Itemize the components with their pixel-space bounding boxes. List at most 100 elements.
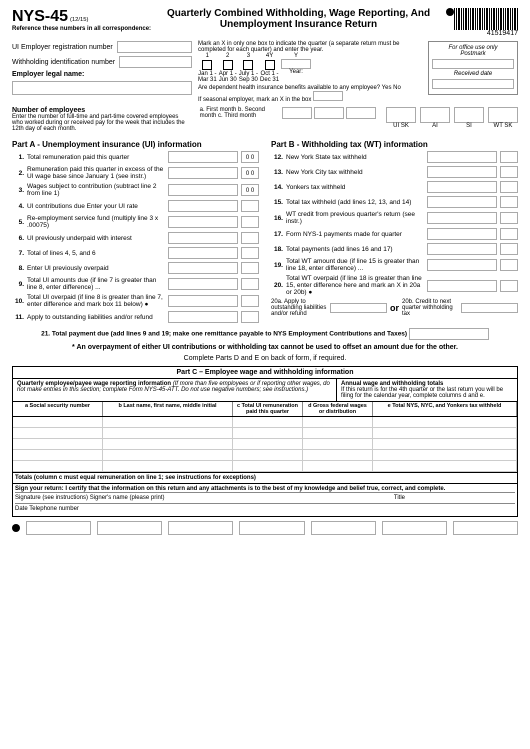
amount-input[interactable]: [168, 184, 238, 196]
month1-input[interactable]: [282, 107, 312, 119]
header: NYS-45 (12/15) Reference these numbers i…: [12, 8, 518, 37]
partc-info-left: Quarterly employee/payee wage reporting …: [13, 379, 337, 401]
year-input[interactable]: [281, 59, 311, 69]
l20b: 20b. Credit to next quarter withholding …: [402, 299, 458, 317]
form-page: NYS-45 (12/15) Reference these numbers i…: [0, 0, 530, 543]
dec-input[interactable]: [241, 295, 259, 307]
dec-input[interactable]: [500, 196, 518, 208]
uireg-input[interactable]: [117, 41, 192, 53]
amount-input[interactable]: [427, 280, 497, 292]
barcode-block: 41519417: [454, 8, 518, 37]
month3-input[interactable]: [346, 107, 376, 119]
amount-input[interactable]: [168, 247, 238, 259]
amount-input[interactable]: [168, 200, 238, 212]
seasonal-text: If seasonal employer, mark an X in the b…: [198, 91, 422, 103]
dot-icon: [446, 8, 454, 16]
withid-input[interactable]: [119, 56, 192, 68]
parts-ab: Part A - Unemployment insurance (UI) inf…: [12, 136, 518, 326]
l21-input[interactable]: [409, 328, 489, 340]
amount-input[interactable]: [427, 212, 497, 224]
office-block: For office use only Postmark Received da…: [428, 41, 518, 103]
form-id-block: NYS-45 (12/15) Reference these numbers i…: [12, 8, 151, 32]
table-row[interactable]: [13, 439, 517, 450]
form-line: 6.UI previously underpaid with interest: [12, 232, 259, 244]
form-line: 14.Yonkers tax withheld: [271, 181, 518, 193]
btm-input[interactable]: [311, 521, 376, 535]
amount-input[interactable]: [168, 151, 238, 163]
month2-input[interactable]: [314, 107, 344, 119]
q3-checkbox[interactable]: [243, 60, 253, 70]
amount-input[interactable]: [168, 262, 238, 274]
form-line: 4.UI contributions due Enter your UI rat…: [12, 200, 259, 212]
form-line: 12.New York State tax withheld: [271, 151, 518, 163]
amount-input[interactable]: [427, 259, 497, 271]
form-title: Quarterly Combined Withholding, Wage Rep…: [151, 8, 446, 30]
date-label: Date Telephone number: [15, 506, 79, 512]
form-line: 13.New York City tax withheld: [271, 166, 518, 178]
amount-input[interactable]: [168, 232, 238, 244]
dec-input[interactable]: [500, 212, 518, 224]
seasonal-checkbox[interactable]: [313, 91, 343, 101]
title-label: Title: [394, 495, 405, 501]
legal-label: Employer legal name:: [12, 71, 84, 78]
btm-input[interactable]: [239, 521, 304, 535]
amount-input[interactable]: [427, 196, 497, 208]
dec-input[interactable]: [500, 280, 518, 292]
amount-input[interactable]: [168, 311, 238, 323]
btm-input[interactable]: [382, 521, 447, 535]
emp-txt: Enter the number of full-time and part-t…: [12, 114, 185, 132]
form-line: 19.Total WT amount due (if line 15 is gr…: [271, 258, 518, 272]
form-line: 15.Total tax withheld (add lines 12, 13,…: [271, 196, 518, 208]
l20a-checkbox[interactable]: [330, 303, 388, 313]
legal-input[interactable]: [12, 81, 192, 95]
recv-box: [432, 79, 514, 89]
amount-input[interactable]: [427, 243, 497, 255]
table-row[interactable]: [13, 461, 517, 472]
btm-input[interactable]: [168, 521, 233, 535]
amount-input[interactable]: [168, 167, 238, 179]
emp-hdr: Number of employees: [12, 107, 85, 114]
postmark-box: [432, 59, 514, 69]
dec-input[interactable]: [241, 216, 259, 228]
amount-input[interactable]: [427, 166, 497, 178]
dec-input[interactable]: [241, 262, 259, 274]
amount-input[interactable]: [168, 295, 238, 307]
btm-input[interactable]: [26, 521, 91, 535]
form-line: 16.WT credit from previous quarter's ret…: [271, 211, 518, 225]
amount-input[interactable]: [427, 181, 497, 193]
id-fields: UI Employer registration number Withhold…: [12, 41, 192, 103]
form-line: 10.Total UI overpaid (if line 8 is great…: [12, 294, 259, 308]
dec-input[interactable]: [241, 232, 259, 244]
q2-checkbox[interactable]: [223, 60, 233, 70]
dec-input[interactable]: [241, 278, 259, 290]
dec-input[interactable]: [241, 200, 259, 212]
dec-input[interactable]: [500, 259, 518, 271]
dec-input[interactable]: [500, 166, 518, 178]
dec-input[interactable]: [500, 243, 518, 255]
l20b-checkbox[interactable]: [461, 303, 519, 313]
complete-note: Complete Parts D and E on back of form, …: [12, 355, 518, 362]
dec-input[interactable]: [241, 247, 259, 259]
btm-input[interactable]: [453, 521, 518, 535]
form-line: 11.Apply to outstanding liabilities and/…: [12, 311, 259, 323]
dec-input[interactable]: [500, 181, 518, 193]
form-line: 9.Total UI amounts due (if line 7 is gre…: [12, 277, 259, 291]
table-row[interactable]: [13, 417, 517, 428]
amount-input[interactable]: [427, 228, 497, 240]
dec-input[interactable]: [241, 311, 259, 323]
amount-input[interactable]: [168, 278, 238, 290]
q4-checkbox[interactable]: [265, 60, 275, 70]
form-line: 3.Wages subject to contribution (subtrac…: [12, 183, 259, 197]
amount-input[interactable]: [427, 151, 497, 163]
sig-label: Signature (see instructions) Signer's na…: [15, 495, 165, 501]
table-row[interactable]: [13, 428, 517, 439]
dec-input[interactable]: [500, 151, 518, 163]
amount-input[interactable]: [168, 216, 238, 228]
line-21: 21. Total payment due (add lines 9 and 1…: [12, 328, 518, 340]
bottom-boxes: [12, 521, 518, 535]
dec-input[interactable]: [500, 228, 518, 240]
q1-checkbox[interactable]: [202, 60, 212, 70]
quarter-section: Mark an X in only one box to indicate th…: [198, 41, 422, 103]
btm-input[interactable]: [97, 521, 162, 535]
table-row[interactable]: [13, 450, 517, 461]
